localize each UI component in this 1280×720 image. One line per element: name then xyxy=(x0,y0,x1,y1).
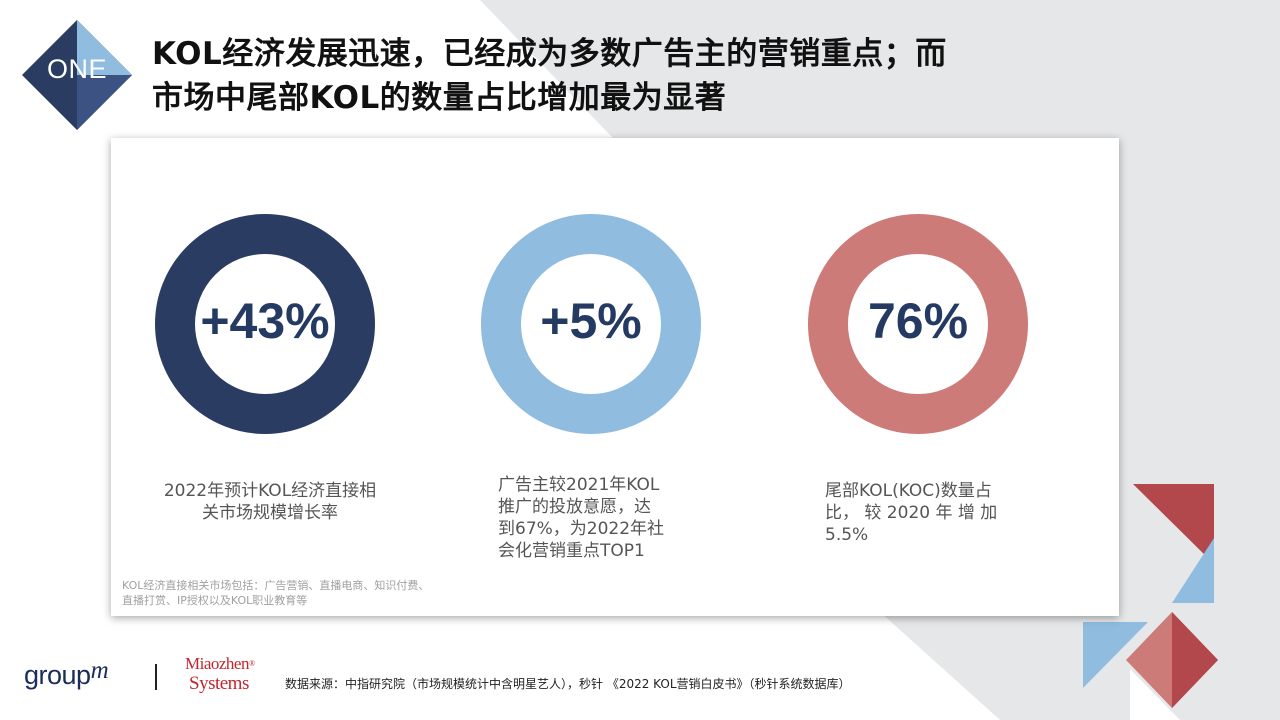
desc-line: 尾部KOL(KOC)数量占 xyxy=(825,481,992,501)
stat-description-2: 广告主较2021年KOL 推广的投放意愿，达 到67%，为2022年社 会化营销… xyxy=(498,474,698,562)
desc-line: 到67%，为2022年社 xyxy=(498,519,665,539)
desc-line: 广告主较2021年KOL xyxy=(498,475,660,495)
badge-label: ONE xyxy=(46,54,107,84)
logo-divider xyxy=(155,664,157,690)
page-title: KOL经济发展迅速，已经成为多数广告主的营销重点；而 市场中尾部KOL的数量占比… xyxy=(152,32,1132,120)
desc-line: 推广的投放意愿，达 xyxy=(498,497,651,517)
groupm-logo: groupm xyxy=(24,657,109,690)
footnote-line: KOL经济直接相关市场包括：广告营销、直播电商、知识付费、 xyxy=(122,579,430,592)
desc-line: 比， 较 2020 年 增 加 xyxy=(825,503,998,523)
stat-value-2: +5% xyxy=(540,293,642,349)
one-badge xyxy=(22,20,132,130)
stat-description-3: 尾部KOL(KOC)数量占 比， 较 2020 年 增 加 5.5% xyxy=(825,480,1025,546)
stat-ring-1 xyxy=(155,214,375,434)
stat-value-3: 76% xyxy=(867,293,969,349)
data-source: 数据来源：中指研究院（市场规模统计中含明星艺人），秒针 《2022 KOL营销白… xyxy=(285,677,851,691)
background-gray-lower xyxy=(880,612,1130,720)
desc-line: 会化营销重点TOP1 xyxy=(498,541,645,561)
stat-value-1: +43% xyxy=(200,293,330,349)
deco-triangle-blue-left xyxy=(1083,622,1148,688)
title-line-1: KOL经济发展迅速，已经成为多数广告主的营销重点；而 xyxy=(152,36,947,72)
footnote: KOL经济直接相关市场包括：广告营销、直播电商、知识付费、 直播打赏、IP授权以… xyxy=(122,578,429,608)
desc-line: 关市场规模增长率 xyxy=(202,503,338,523)
deco-triangle-red-top xyxy=(1133,484,1214,564)
deco-triangle-blue-right xyxy=(1172,538,1214,603)
stat-ring-2 xyxy=(481,214,701,434)
desc-line: 5.5% xyxy=(825,525,869,545)
miaozhen-logo: Miaozhen® Systems xyxy=(185,654,255,694)
footnote-line: 直播打赏、IP授权以及KOL职业教育等 xyxy=(122,594,308,607)
stat-description-1: 2022年预计KOL经济直接相 关市场规模增长率 xyxy=(150,480,390,524)
desc-line: 2022年预计KOL经济直接相 xyxy=(163,481,377,501)
title-line-2: 市场中尾部KOL的数量占比增加最为显著 xyxy=(152,80,727,116)
deco-diamond-red-right xyxy=(1172,612,1218,708)
stat-ring-3 xyxy=(808,214,1028,434)
